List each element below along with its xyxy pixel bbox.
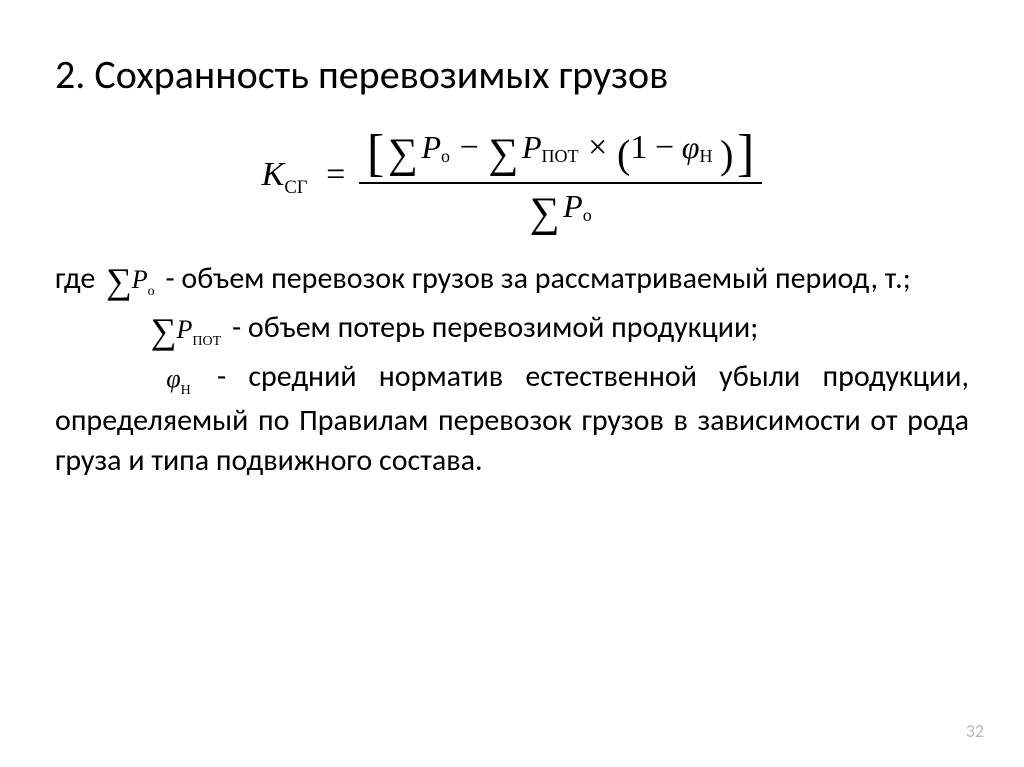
sub-H-inline: Н bbox=[181, 383, 191, 398]
formula-lhs: KСГ bbox=[262, 156, 316, 193]
sub-cg: СГ bbox=[284, 177, 307, 198]
phi-desc-text: - средний норматив естественной убыли пр… bbox=[55, 358, 969, 479]
desc-line-phi: φН - средний норматив естественной убыли… bbox=[55, 357, 969, 481]
one: 1 bbox=[630, 129, 647, 166]
var-P-inline-2: P bbox=[176, 315, 192, 344]
sub-o-1: о bbox=[441, 146, 450, 166]
var-K: K bbox=[262, 156, 285, 193]
right-paren: ) bbox=[720, 132, 733, 177]
desc-line-po: где ∑Pо - объем перевозок грузов за расс… bbox=[55, 259, 969, 302]
sub-pot-inline: ПОТ bbox=[192, 334, 221, 349]
sub-H: Н bbox=[699, 146, 712, 166]
sigma-icon-inline-1: ∑ bbox=[106, 261, 132, 301]
equals-sign: = bbox=[326, 156, 345, 193]
numerator: [ ∑ Pо − ∑ PПОТ × (1 − φН ) ] bbox=[359, 129, 762, 184]
times-sign: × bbox=[588, 129, 607, 166]
slide-title: 2. Сохранность перевозимых грузов bbox=[55, 50, 969, 99]
denominator: ∑ Pо bbox=[359, 184, 762, 234]
var-P-2: P bbox=[522, 129, 542, 165]
fraction: [ ∑ Pо − ∑ PПОТ × (1 − φН ) ] ∑ Pо bbox=[359, 129, 762, 234]
inline-sum-po: ∑Pо bbox=[106, 259, 155, 302]
sub-pot: ПОТ bbox=[542, 146, 579, 166]
sigma-icon-2: ∑ bbox=[488, 131, 518, 177]
minus-2: − bbox=[655, 129, 674, 166]
ppot-desc-text: - объем потерь перевозимой продукции; bbox=[232, 309, 758, 346]
var-phi-inline: φ bbox=[166, 364, 180, 393]
var-phi: φ bbox=[682, 129, 700, 165]
inline-phi: φН bbox=[166, 358, 191, 401]
var-P-3: P bbox=[563, 188, 583, 224]
sigma-icon-inline-2: ∑ bbox=[151, 310, 177, 350]
inline-sum-ppot: ∑PПОТ bbox=[151, 309, 221, 352]
where-label: где bbox=[55, 260, 95, 297]
sub-o-inline: о bbox=[148, 284, 155, 299]
right-bracket: ] bbox=[737, 125, 754, 182]
sigma-icon-3: ∑ bbox=[530, 190, 560, 236]
left-bracket: [ bbox=[367, 125, 384, 182]
slide: 2. Сохранность перевозимых грузов KСГ = … bbox=[0, 0, 1024, 767]
desc-line-ppot: ∑PПОТ - объем потерь перевозимой продукц… bbox=[55, 308, 969, 351]
sub-o-2: о bbox=[583, 205, 592, 225]
left-paren: ( bbox=[617, 132, 630, 177]
description-block: где ∑Pо - объем перевозок грузов за расс… bbox=[55, 259, 969, 482]
var-P-inline-1: P bbox=[132, 265, 148, 294]
main-formula: KСГ = [ ∑ Pо − ∑ PПОТ × (1 − φН ) ] ∑ Pо bbox=[55, 129, 969, 234]
var-P-1: P bbox=[421, 129, 441, 165]
po-desc-text: - объем перевозок грузов за рассматривае… bbox=[165, 260, 910, 297]
page-number: 32 bbox=[966, 720, 984, 742]
sigma-icon: ∑ bbox=[388, 131, 418, 177]
minus-1: − bbox=[460, 129, 479, 166]
